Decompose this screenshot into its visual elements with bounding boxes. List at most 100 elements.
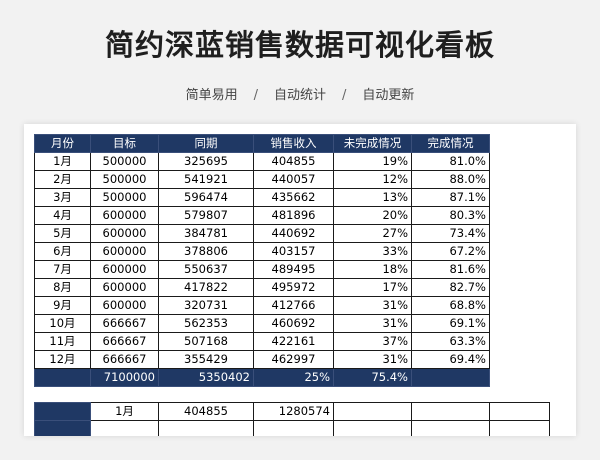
- table-cell[interactable]: 33%: [333, 242, 412, 261]
- table-cell[interactable]: 88.0%: [411, 170, 490, 189]
- table-cell[interactable]: 462997: [253, 350, 334, 369]
- table-cell[interactable]: 600000: [90, 242, 159, 261]
- table-cell[interactable]: 550637: [158, 260, 254, 279]
- table-cell[interactable]: 481896: [253, 206, 334, 225]
- table-cell[interactable]: 489495: [253, 260, 334, 279]
- table-cell[interactable]: 17%: [333, 278, 412, 297]
- table-cell[interactable]: 417822: [158, 278, 254, 297]
- table-cell[interactable]: 378806: [158, 242, 254, 261]
- table-cell[interactable]: 1月: [34, 152, 91, 171]
- summary-cell[interactable]: [90, 420, 159, 436]
- table-cell[interactable]: 440057: [253, 170, 334, 189]
- table-cell[interactable]: 6月: [34, 242, 91, 261]
- table-cell[interactable]: 495972: [253, 278, 334, 297]
- table-cell[interactable]: 422161: [253, 332, 334, 351]
- table-cell[interactable]: 19%: [333, 152, 412, 171]
- table-cell[interactable]: 31%: [333, 296, 412, 315]
- table-cell[interactable]: 11月: [34, 332, 91, 351]
- table-cell[interactable]: 27%: [333, 224, 412, 243]
- table-cell[interactable]: 600000: [90, 206, 159, 225]
- summary-cell[interactable]: 1280574: [253, 402, 334, 421]
- table-cell[interactable]: 666667: [90, 332, 159, 351]
- table-cell[interactable]: 80.3%: [411, 206, 490, 225]
- table-cell[interactable]: 355429: [158, 350, 254, 369]
- table-cell[interactable]: 666667: [90, 314, 159, 333]
- table-cell[interactable]: 325695: [158, 152, 254, 171]
- table-cell[interactable]: 13%: [333, 188, 412, 207]
- col-header-revenue[interactable]: 销售收入: [253, 134, 334, 153]
- summary-cell[interactable]: [253, 420, 334, 436]
- table-cell[interactable]: 10月: [34, 314, 91, 333]
- table-cell[interactable]: 384781: [158, 224, 254, 243]
- col-header-month[interactable]: 月份: [34, 134, 91, 153]
- total-cell[interactable]: 25%: [253, 368, 334, 387]
- summary-cell[interactable]: 1月: [90, 402, 159, 421]
- summary-cell[interactable]: [158, 420, 254, 436]
- table-cell[interactable]: 600000: [90, 278, 159, 297]
- table-cell[interactable]: 500000: [90, 188, 159, 207]
- total-cell[interactable]: [411, 368, 490, 387]
- table-cell[interactable]: 600000: [90, 260, 159, 279]
- table-cell[interactable]: 460692: [253, 314, 334, 333]
- table-cell[interactable]: 562353: [158, 314, 254, 333]
- table-cell[interactable]: 541921: [158, 170, 254, 189]
- table-cell[interactable]: 404855: [253, 152, 334, 171]
- table-row: 12月 666667 355429 462997 31% 69.4%: [34, 350, 490, 369]
- table-cell[interactable]: 12月: [34, 350, 91, 369]
- summary-cell[interactable]: [489, 402, 550, 421]
- table-cell[interactable]: 37%: [333, 332, 412, 351]
- table-cell[interactable]: 320731: [158, 296, 254, 315]
- table-cell[interactable]: 67.2%: [411, 242, 490, 261]
- table-cell[interactable]: 500000: [90, 170, 159, 189]
- table-cell[interactable]: 600000: [90, 296, 159, 315]
- table-cell[interactable]: 412766: [253, 296, 334, 315]
- table-cell[interactable]: 69.1%: [411, 314, 490, 333]
- total-cell[interactable]: 5350402: [158, 368, 254, 387]
- table-cell[interactable]: 69.4%: [411, 350, 490, 369]
- table-cell[interactable]: 9月: [34, 296, 91, 315]
- table-cell[interactable]: 31%: [333, 350, 412, 369]
- table-cell[interactable]: 507168: [158, 332, 254, 351]
- summary-cell[interactable]: [34, 402, 91, 421]
- summary-cell[interactable]: [34, 420, 91, 436]
- table-cell[interactable]: 18%: [333, 260, 412, 279]
- summary-cell[interactable]: [333, 420, 412, 436]
- table-cell[interactable]: 600000: [90, 224, 159, 243]
- table-cell[interactable]: 8月: [34, 278, 91, 297]
- table-total-row: 7100000 5350402 25% 75.4%: [34, 368, 490, 387]
- total-cell[interactable]: 7100000: [90, 368, 159, 387]
- summary-cell[interactable]: 404855: [158, 402, 254, 421]
- summary-cell[interactable]: [489, 420, 550, 436]
- col-header-target[interactable]: 目标: [90, 134, 159, 153]
- table-cell[interactable]: 31%: [333, 314, 412, 333]
- table-cell[interactable]: 435662: [253, 188, 334, 207]
- table-cell[interactable]: 7月: [34, 260, 91, 279]
- table-cell[interactable]: 82.7%: [411, 278, 490, 297]
- table-cell[interactable]: 81.0%: [411, 152, 490, 171]
- table-cell[interactable]: 666667: [90, 350, 159, 369]
- table-cell[interactable]: 500000: [90, 152, 159, 171]
- summary-cell[interactable]: [333, 402, 412, 421]
- total-cell[interactable]: [34, 368, 91, 387]
- col-header-completed[interactable]: 完成情况: [411, 134, 490, 153]
- table-cell[interactable]: 579807: [158, 206, 254, 225]
- table-cell[interactable]: 63.3%: [411, 332, 490, 351]
- table-cell[interactable]: 3月: [34, 188, 91, 207]
- table-cell[interactable]: 20%: [333, 206, 412, 225]
- col-header-prior-period[interactable]: 同期: [158, 134, 254, 153]
- table-cell[interactable]: 12%: [333, 170, 412, 189]
- table-cell[interactable]: 403157: [253, 242, 334, 261]
- table-cell[interactable]: 81.6%: [411, 260, 490, 279]
- table-cell[interactable]: 2月: [34, 170, 91, 189]
- table-cell[interactable]: 596474: [158, 188, 254, 207]
- table-cell[interactable]: 440692: [253, 224, 334, 243]
- table-cell[interactable]: 87.1%: [411, 188, 490, 207]
- summary-cell[interactable]: [411, 420, 490, 436]
- col-header-uncompleted[interactable]: 未完成情况: [333, 134, 412, 153]
- table-cell[interactable]: 5月: [34, 224, 91, 243]
- table-cell[interactable]: 68.8%: [411, 296, 490, 315]
- summary-cell[interactable]: [411, 402, 490, 421]
- total-cell[interactable]: 75.4%: [333, 368, 412, 387]
- table-cell[interactable]: 73.4%: [411, 224, 490, 243]
- table-cell[interactable]: 4月: [34, 206, 91, 225]
